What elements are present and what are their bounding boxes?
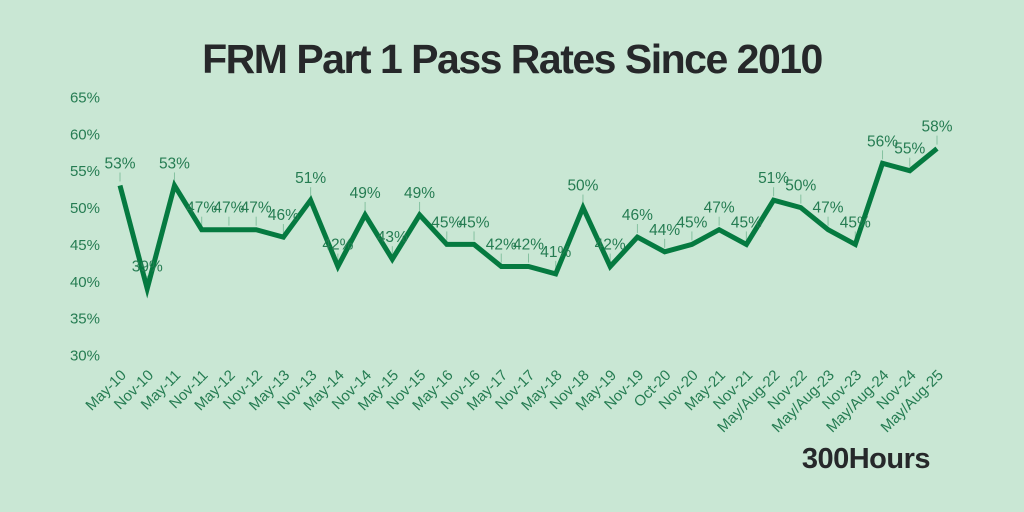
data-label: 53% (159, 155, 190, 172)
data-label: 39% (132, 259, 163, 276)
data-label: 45% (676, 214, 707, 231)
data-label: 47% (186, 200, 217, 217)
data-label: 51% (295, 170, 326, 187)
brand-logo-300hours: 300Hours (801, 443, 931, 475)
data-label: 47% (813, 200, 844, 217)
data-label: 42% (595, 237, 626, 254)
data-label: 42% (486, 237, 517, 254)
data-label: 50% (785, 178, 816, 195)
data-label: 43% (377, 229, 408, 246)
data-label: 58% (921, 119, 952, 136)
data-label: 46% (622, 207, 653, 224)
data-label: 45% (459, 214, 490, 231)
data-label: 45% (431, 214, 462, 231)
y-tick-label: 55% (70, 163, 100, 180)
chart-title: FRM Part 1 Pass Rates Since 2010 (202, 36, 823, 82)
y-tick-label: 40% (70, 274, 100, 291)
y-tick-label: 35% (70, 311, 100, 328)
data-label: 56% (867, 133, 898, 150)
label-leader-lines (119, 135, 938, 285)
data-label: 49% (404, 185, 435, 202)
data-label: 45% (731, 214, 762, 231)
y-tick-label: 65% (70, 90, 100, 107)
data-label: 55% (894, 141, 925, 158)
y-tick-label: 60% (70, 126, 100, 143)
data-label: 49% (350, 185, 381, 202)
data-label: 42% (513, 237, 544, 254)
data-label: 47% (241, 200, 272, 217)
data-label: 41% (540, 244, 571, 261)
data-label: 44% (649, 222, 680, 239)
data-label: 45% (840, 214, 871, 231)
y-tick-label: 50% (70, 200, 100, 217)
x-axis-labels: May-10Nov-10May-11Nov-11May-12Nov-12May-… (82, 367, 946, 436)
pass-rate-line (117, 146, 939, 299)
y-tick-label: 45% (70, 237, 100, 254)
data-labels: 53%39%53%47%47%47%46%51%42%49%43%49%45%4… (104, 119, 952, 276)
data-label: 50% (567, 178, 598, 195)
data-label: 46% (268, 207, 299, 224)
series-line (117, 146, 939, 299)
data-label: 42% (322, 237, 353, 254)
y-axis-labels: 65% 60% 55% 50% 45% 40% 35% 30% (70, 90, 100, 365)
data-label: 51% (758, 170, 789, 187)
data-label: 53% (104, 155, 135, 172)
data-label: 47% (704, 200, 735, 217)
data-label: 47% (213, 200, 244, 217)
y-tick-label: 30% (70, 348, 100, 365)
